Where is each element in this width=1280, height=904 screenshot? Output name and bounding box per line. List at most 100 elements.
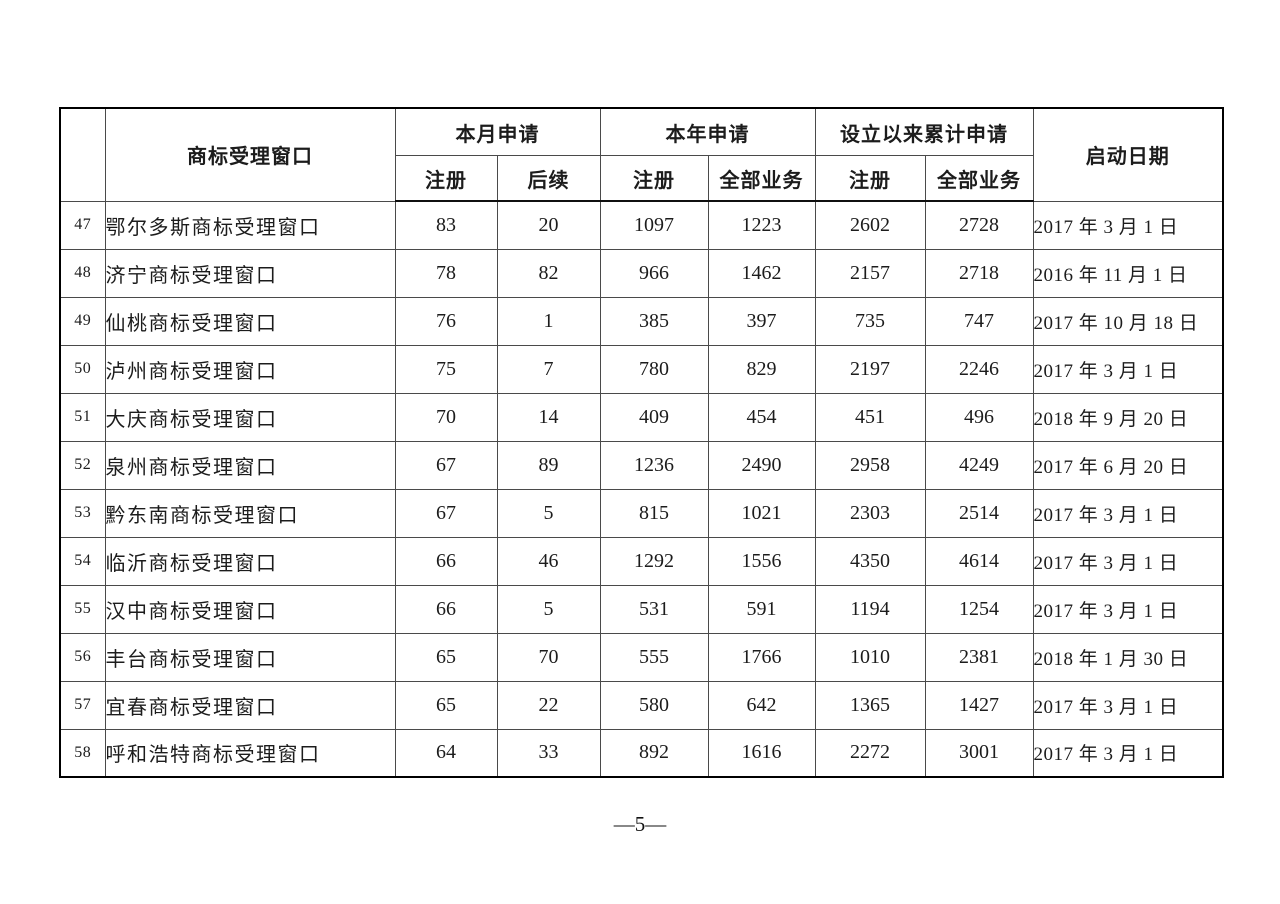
year-register-value: 531 (599, 584, 709, 634)
month-followup-value: 5 (496, 584, 601, 634)
launch-date-value: 2017 年 3 月 1 日 (1032, 488, 1224, 538)
table-row: 58 呼和浩特商标受理窗口 64 33 892 1616 2272 3001 2… (59, 728, 1224, 778)
month-followup-value: 22 (496, 680, 601, 730)
table-row: 53 黔东南商标受理窗口 67 5 815 1021 2303 2514 201… (59, 488, 1224, 538)
month-followup-value: 33 (496, 728, 601, 778)
launch-date-value: 2016 年 11 月 1 日 (1032, 248, 1224, 298)
year-all-value: 2490 (707, 440, 816, 490)
header-index-cell (59, 107, 106, 202)
month-followup-value: 82 (496, 248, 601, 298)
header-launch-date-cell: 启动日期 (1032, 107, 1224, 202)
window-name: 泉州商标受理窗口 (104, 440, 396, 490)
total-all-value: 2718 (924, 248, 1034, 298)
subheader-year-all: 全部业务 (707, 155, 816, 202)
year-all-value: 829 (707, 344, 816, 394)
launch-date-value: 2017 年 3 月 1 日 (1032, 200, 1224, 250)
table-row: 50 泸州商标受理窗口 75 7 780 829 2197 2246 2017 … (59, 344, 1224, 394)
row-number: 57 (59, 680, 106, 730)
total-all-value: 2246 (924, 344, 1034, 394)
table-row: 52 泉州商标受理窗口 67 89 1236 2490 2958 4249 20… (59, 440, 1224, 490)
month-register-value: 75 (394, 344, 498, 394)
year-all-value: 1616 (707, 728, 816, 778)
total-register-value: 451 (814, 392, 926, 442)
row-number: 48 (59, 248, 106, 298)
table-row: 48 济宁商标受理窗口 78 82 966 1462 2157 2718 201… (59, 248, 1224, 298)
window-name: 鄂尔多斯商标受理窗口 (104, 200, 396, 250)
month-followup-value: 7 (496, 344, 601, 394)
subheader-month-register: 注册 (394, 155, 498, 202)
table-body: 47 鄂尔多斯商标受理窗口 83 20 1097 1223 2602 2728 … (59, 200, 1224, 778)
month-register-value: 67 (394, 488, 498, 538)
total-register-value: 4350 (814, 536, 926, 586)
month-register-value: 65 (394, 632, 498, 682)
table-container: 商标受理窗口 本月申请 本年申请 设立以来累计申请 启动日期 注册 后续 注册 … (59, 107, 1224, 778)
month-followup-value: 5 (496, 488, 601, 538)
year-register-value: 1236 (599, 440, 709, 490)
total-register-value: 2602 (814, 200, 926, 250)
header-group-total: 设立以来累计申请 (814, 107, 1034, 156)
total-register-value: 2272 (814, 728, 926, 778)
window-name: 汉中商标受理窗口 (104, 584, 396, 634)
year-register-value: 815 (599, 488, 709, 538)
table-row: 57 宜春商标受理窗口 65 22 580 642 1365 1427 2017… (59, 680, 1224, 730)
month-register-value: 65 (394, 680, 498, 730)
table-row: 49 仙桃商标受理窗口 76 1 385 397 735 747 2017 年 … (59, 296, 1224, 346)
window-name: 仙桃商标受理窗口 (104, 296, 396, 346)
year-register-value: 780 (599, 344, 709, 394)
window-name: 临沂商标受理窗口 (104, 536, 396, 586)
total-all-value: 2728 (924, 200, 1034, 250)
row-number: 52 (59, 440, 106, 490)
total-register-value: 1194 (814, 584, 926, 634)
window-name: 济宁商标受理窗口 (104, 248, 396, 298)
page-number: —5— (613, 812, 667, 836)
total-register-value: 2958 (814, 440, 926, 490)
total-all-value: 4614 (924, 536, 1034, 586)
launch-date-value: 2018 年 1 月 30 日 (1032, 632, 1224, 682)
month-register-value: 66 (394, 536, 498, 586)
total-all-value: 747 (924, 296, 1034, 346)
row-number: 55 (59, 584, 106, 634)
launch-date-value: 2017 年 10 月 18 日 (1032, 296, 1224, 346)
row-number: 51 (59, 392, 106, 442)
launch-date-value: 2017 年 3 月 1 日 (1032, 536, 1224, 586)
month-followup-value: 46 (496, 536, 601, 586)
launch-date-value: 2017 年 6 月 20 日 (1032, 440, 1224, 490)
year-register-value: 555 (599, 632, 709, 682)
year-register-value: 385 (599, 296, 709, 346)
year-register-value: 409 (599, 392, 709, 442)
total-all-value: 1254 (924, 584, 1034, 634)
total-register-value: 1010 (814, 632, 926, 682)
window-name: 宜春商标受理窗口 (104, 680, 396, 730)
row-number: 54 (59, 536, 106, 586)
total-register-value: 2157 (814, 248, 926, 298)
year-register-value: 1097 (599, 200, 709, 250)
total-all-value: 3001 (924, 728, 1034, 778)
window-name: 黔东南商标受理窗口 (104, 488, 396, 538)
trademark-window-table: 商标受理窗口 本月申请 本年申请 设立以来累计申请 启动日期 注册 后续 注册 … (59, 107, 1224, 778)
table-row: 47 鄂尔多斯商标受理窗口 83 20 1097 1223 2602 2728 … (59, 200, 1224, 250)
window-name: 丰台商标受理窗口 (104, 632, 396, 682)
month-followup-value: 1 (496, 296, 601, 346)
launch-date-value: 2018 年 9 月 20 日 (1032, 392, 1224, 442)
month-register-value: 83 (394, 200, 498, 250)
total-all-value: 4249 (924, 440, 1034, 490)
subheader-year-register: 注册 (599, 155, 709, 202)
row-number: 56 (59, 632, 106, 682)
total-all-value: 1427 (924, 680, 1034, 730)
total-all-value: 496 (924, 392, 1034, 442)
window-name: 泸州商标受理窗口 (104, 344, 396, 394)
month-register-value: 76 (394, 296, 498, 346)
month-register-value: 64 (394, 728, 498, 778)
subheader-total-all: 全部业务 (924, 155, 1034, 202)
year-register-value: 1292 (599, 536, 709, 586)
year-all-value: 397 (707, 296, 816, 346)
total-register-value: 2197 (814, 344, 926, 394)
year-all-value: 454 (707, 392, 816, 442)
month-register-value: 67 (394, 440, 498, 490)
row-number: 58 (59, 728, 106, 778)
launch-date-value: 2017 年 3 月 1 日 (1032, 584, 1224, 634)
year-register-value: 580 (599, 680, 709, 730)
table-row: 55 汉中商标受理窗口 66 5 531 591 1194 1254 2017 … (59, 584, 1224, 634)
year-all-value: 1556 (707, 536, 816, 586)
